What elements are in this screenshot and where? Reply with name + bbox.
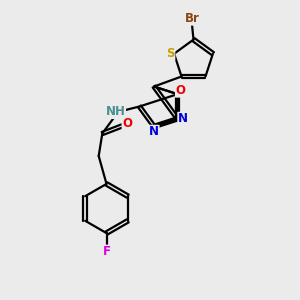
Text: O: O: [176, 84, 185, 97]
Text: NH: NH: [106, 105, 125, 119]
Text: S: S: [166, 47, 175, 60]
Text: F: F: [103, 245, 110, 258]
Text: Br: Br: [184, 12, 200, 25]
Text: N: N: [149, 125, 159, 138]
Text: O: O: [122, 117, 132, 130]
Text: N: N: [178, 112, 188, 125]
